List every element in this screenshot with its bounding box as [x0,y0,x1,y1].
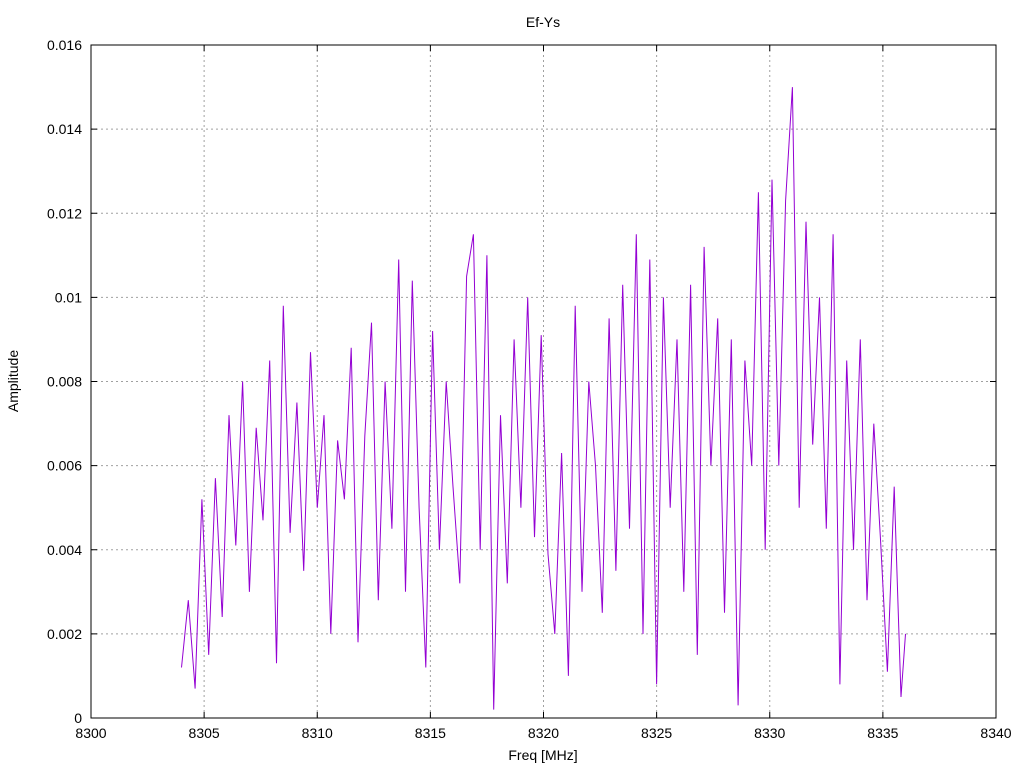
y-tick-label: 0 [74,710,82,726]
data-layer [181,87,906,710]
chart-title: Ef-Ys [526,14,560,30]
y-axis: 0 0.002 0.004 0.006 0.008 0.01 0.012 0.014 0.016 [47,37,996,726]
series-line [181,87,906,710]
x-tick-label: 8305 [189,725,220,741]
y-tick-label: 0.01 [55,289,82,305]
grid [91,45,996,718]
x-axis: 8300 8305 8310 8315 8320 8325 8330 8335 8340 [75,45,1012,741]
y-tick-label: 0.016 [47,37,82,53]
x-tick-label: 8320 [528,725,559,741]
x-tick-label: 8300 [75,725,106,741]
y-tick-label: 0.012 [47,205,82,221]
x-tick-label: 8325 [641,725,672,741]
x-tick-label: 8335 [867,725,898,741]
x-tick-label: 8315 [415,725,446,741]
y-axis-label: Amplitude [5,350,21,412]
y-tick-label: 0.008 [47,374,82,390]
x-axis-label: Freq [MHz] [508,747,577,763]
y-tick-label: 0.002 [47,626,82,642]
y-tick-label: 0.004 [47,542,82,558]
x-tick-label: 8340 [980,725,1011,741]
x-tick-label: 8330 [754,725,785,741]
y-tick-label: 0.014 [47,121,82,137]
x-tick-label: 8310 [302,725,333,741]
y-tick-label: 0.006 [47,458,82,474]
